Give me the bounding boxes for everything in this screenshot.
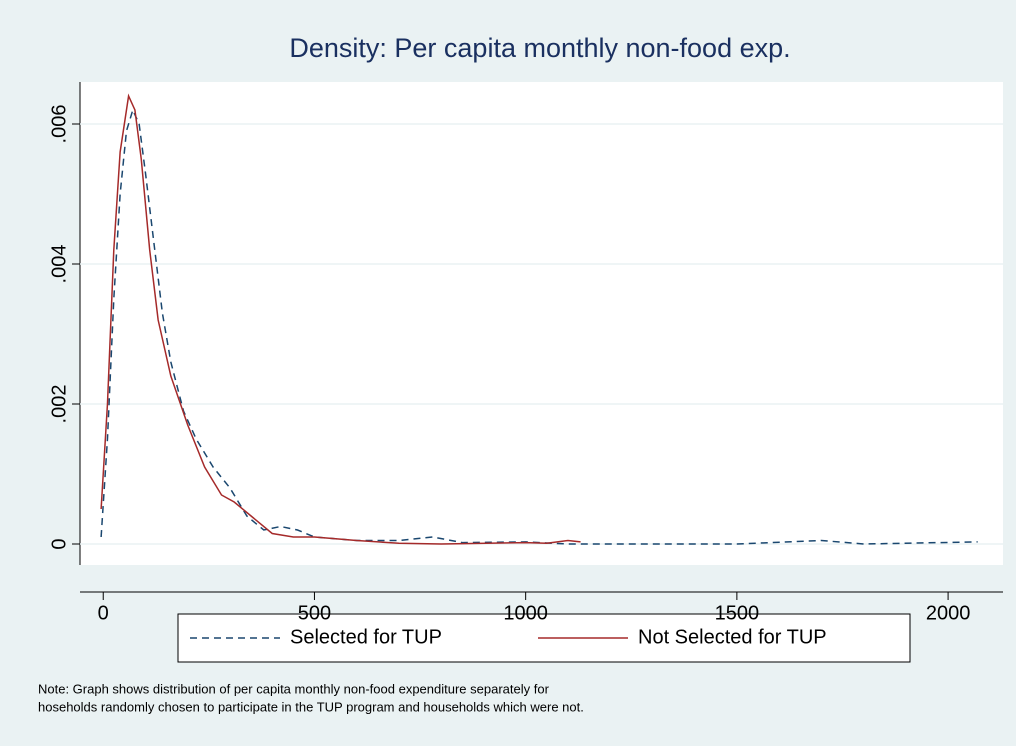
y-tick-label: .002 xyxy=(48,385,70,424)
note: Note: Graph shows distribution of per ca… xyxy=(38,681,550,696)
x-tick-label: 1500 xyxy=(715,602,760,624)
series-line xyxy=(100,107,978,545)
x-tick-label: 2000 xyxy=(926,602,971,624)
y-tick-label: .004 xyxy=(48,245,70,284)
plot-area xyxy=(80,82,1003,565)
x-tick-label: 0 xyxy=(98,602,109,624)
y-tick-label: 0 xyxy=(48,538,70,549)
x-tick-label: 500 xyxy=(298,602,331,624)
chart-title: Density: Per capita monthly non-food exp… xyxy=(289,33,790,63)
legend-label: Selected for TUP xyxy=(290,626,442,648)
legend-label: Not Selected for TUP xyxy=(638,626,827,648)
x-tick-label: 1000 xyxy=(503,602,548,624)
series-line xyxy=(100,93,581,545)
note: hoseholds randomly chosen to participate… xyxy=(38,699,584,714)
y-tick-label: .006 xyxy=(48,105,70,144)
